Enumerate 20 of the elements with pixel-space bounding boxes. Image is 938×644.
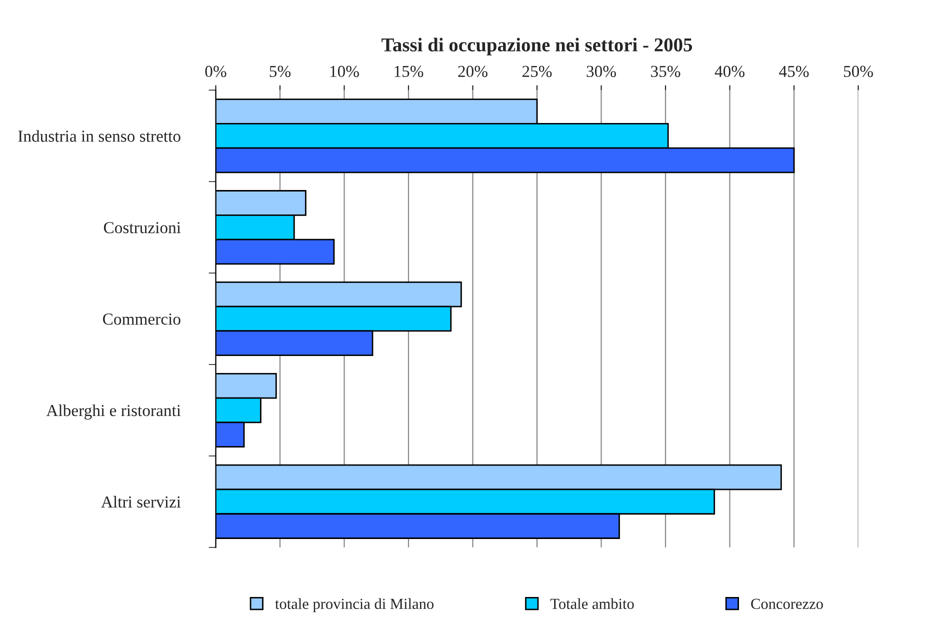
- x-tick-label: 15%: [394, 66, 424, 78]
- x-tick-label: 35%: [651, 66, 680, 78]
- y-tick-label: Commercio: [103, 314, 180, 325]
- y-tick-label: Altri servizi: [101, 496, 181, 508]
- y-tick-label: Costruzioni: [104, 222, 181, 234]
- x-tick-label: 45%: [779, 66, 809, 78]
- x-tick-label: 25%: [522, 66, 552, 78]
- x-tick-label: 20%: [458, 66, 488, 78]
- legend-label: Totale ambito: [550, 598, 634, 610]
- x-tick-label: 5%: [270, 66, 291, 78]
- chart-title: Tassi di occupazione nei settori - 2005: [382, 38, 692, 56]
- x-tick-label: 10%: [330, 66, 359, 78]
- legend-label: totale provincia di Milano: [275, 598, 434, 612]
- x-tick-label: 0%: [205, 66, 226, 78]
- x-tick-label: 50%: [844, 66, 873, 78]
- y-tick-label: Industria in senso stretto: [18, 130, 180, 142]
- legend-label: Concorezzo: [751, 598, 823, 610]
- x-tick-label: 30%: [586, 66, 616, 78]
- y-tick-label: Alberghi e ristoranti: [46, 404, 181, 420]
- x-tick-label: 40%: [714, 66, 744, 78]
